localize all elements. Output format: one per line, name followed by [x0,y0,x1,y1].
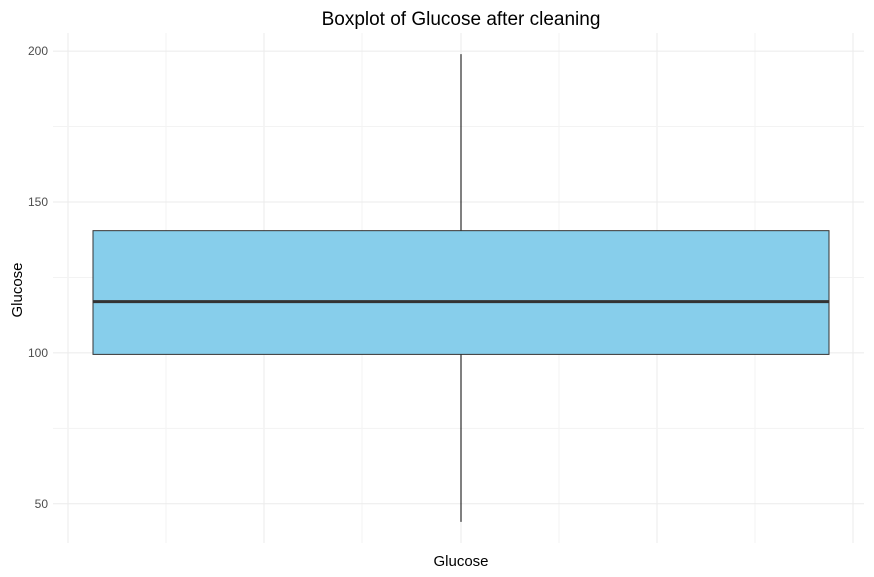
y-tick-label: 200 [28,44,48,58]
chart-title: Boxplot of Glucose after cleaning [322,9,601,30]
y-axis-ticks: 50 100 150 200 [28,44,48,511]
x-axis-label: Glucose [433,553,488,570]
y-tick-label: 150 [28,195,48,209]
y-tick-label: 100 [28,346,48,360]
y-tick-label: 50 [35,497,49,511]
y-axis-label: Glucose [9,262,26,317]
box-iqr [92,230,830,355]
plot-area [92,54,830,522]
